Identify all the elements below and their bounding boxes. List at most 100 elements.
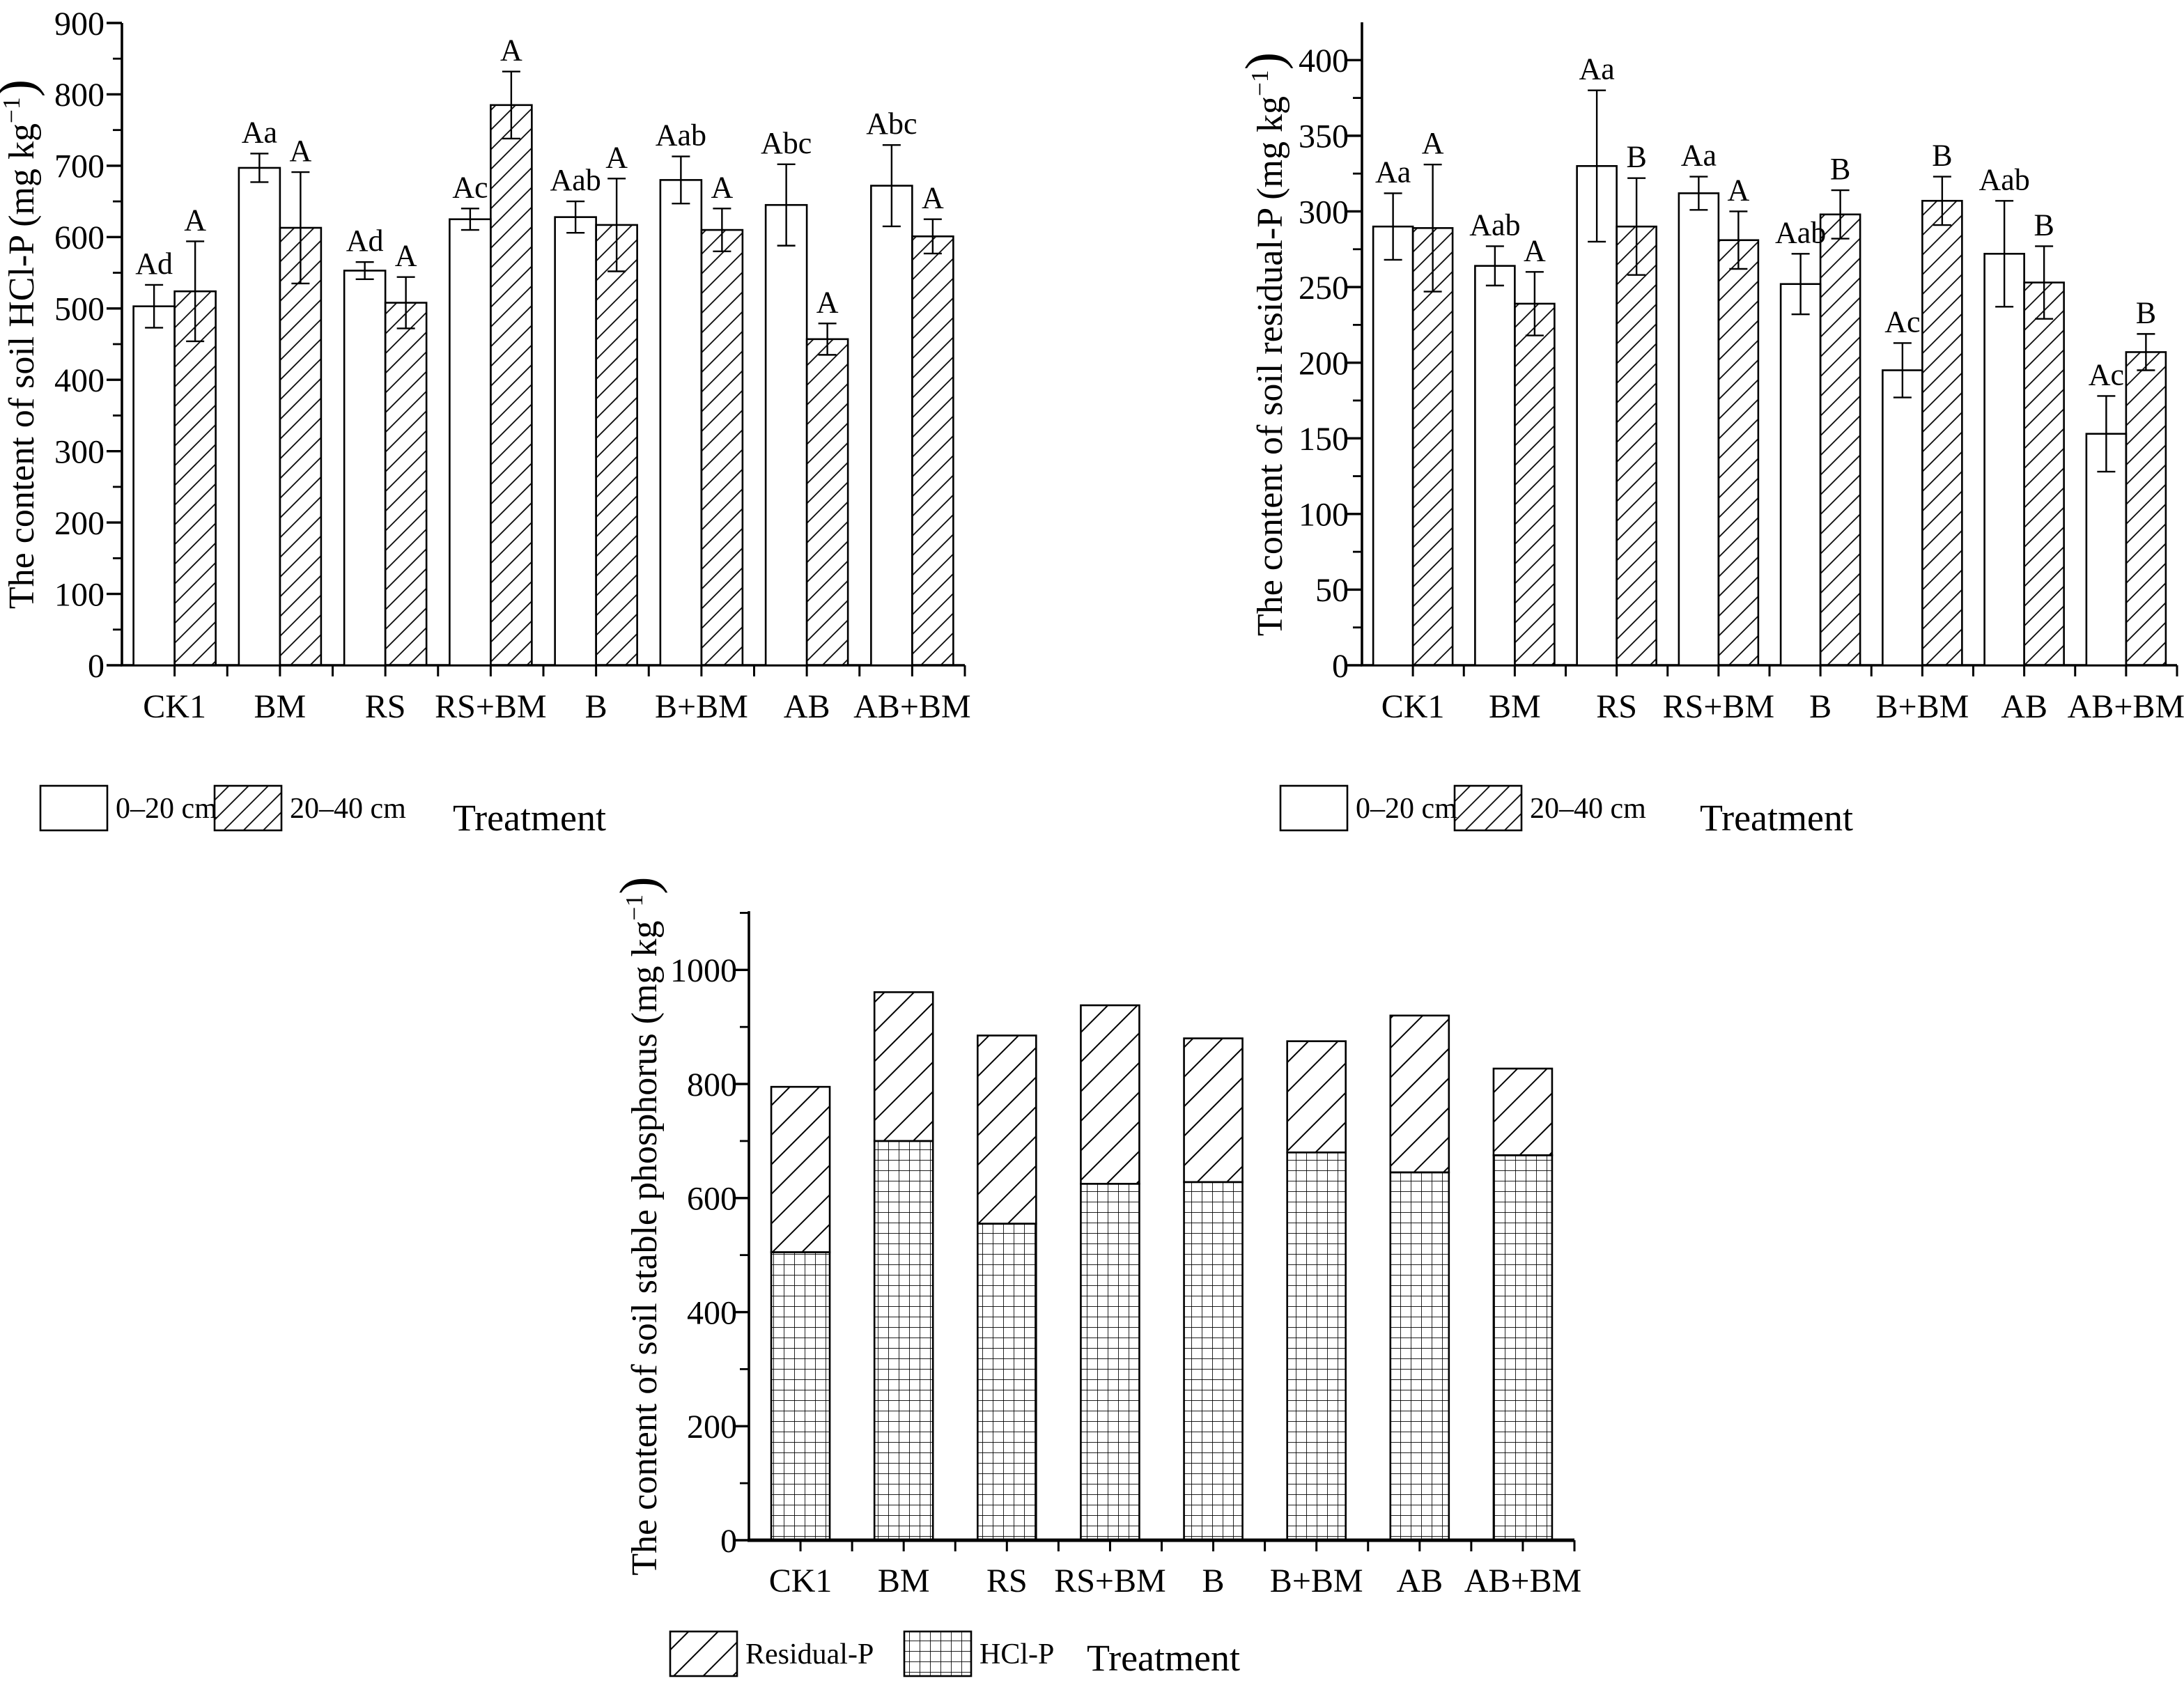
y-axis-title-text: ): [0, 79, 45, 97]
legend-swatch-first: [39, 784, 109, 832]
stack-segment-CK1-residual-p: [770, 1085, 831, 1253]
significance-letter: A: [1524, 233, 1546, 268]
bar-BM-0-20cm: [238, 166, 281, 667]
y-tick-label: 200: [54, 505, 104, 542]
stack-segment-B+BM-residual-p: [1286, 1040, 1347, 1154]
category-label: AB+BM: [853, 688, 970, 725]
significance-letter: A: [289, 134, 311, 168]
y-tick-label: 700: [54, 148, 104, 185]
y-tick-label: 800: [687, 1067, 737, 1103]
bar-BM-0-20cm: [1474, 265, 1516, 667]
significance-letter: Aa: [1375, 155, 1411, 189]
legend-label: 20–40 cm: [290, 793, 406, 825]
bar-B+BM-0-20cm: [659, 179, 703, 667]
significance-letter: B: [1626, 140, 1646, 174]
y-tick-label: 150: [1299, 421, 1349, 458]
y-axis-title-text: The content of soil stable phosphorus (m…: [625, 920, 665, 1575]
error-bars: [1384, 89, 2155, 473]
bar-AB-20-40cm: [2023, 281, 2065, 667]
significance-letter: B: [1932, 139, 1952, 173]
y-tick-label: 400: [1299, 42, 1349, 79]
bar-AB+BM-0-20cm: [870, 185, 913, 667]
category-label: AB+BM: [1464, 1563, 1581, 1599]
stack-segment-AB-residual-p: [1389, 1014, 1450, 1174]
y-tick-label: 0: [1332, 648, 1349, 685]
bar-RS+BM-0-20cm: [1678, 192, 1720, 667]
axes: 0 50 100 150 200 250 300 350 400 CK1 BM RS RS+BM B B+B…: [1299, 22, 2184, 725]
significance-letter: A: [500, 33, 522, 68]
y-tick-label: 250: [1299, 270, 1349, 307]
significance-letter: A: [1422, 126, 1444, 160]
bar-RS-20-40cm: [1616, 225, 1657, 667]
significance-letters: Aa Aab Aa Aa Aab Ac Aab Ac A A B A B B B B: [1375, 52, 2156, 392]
stack-segment-BM-residual-p: [873, 991, 934, 1142]
significance-letter: Aab: [656, 118, 706, 153]
category-label: BM: [878, 1563, 930, 1599]
stack-segment-RS-hcl-p: [977, 1223, 1037, 1542]
y-axis-title: The content of soil HCl-P (mg kg−1): [0, 79, 45, 609]
category-label: RS+BM: [1663, 688, 1774, 725]
significance-letter: A: [184, 203, 206, 237]
significance-letter: A: [395, 239, 417, 273]
bar-B-20-40cm: [1819, 213, 1861, 667]
stack-segment-AB-hcl-p: [1389, 1171, 1450, 1542]
bar-B-20-40cm: [595, 224, 638, 667]
significance-letter: B: [2034, 208, 2054, 242]
y-tick-label: 600: [687, 1181, 737, 1218]
y-axis-title: The content of soil residual-P (mg kg−1): [1234, 52, 1294, 636]
y-axis-title-text: The content of soil HCl-P (mg kg: [2, 123, 42, 609]
chart-hcl-p: 0 100 200 300 400 500 600 700 800 900 CK1 BM RS RS+BM…: [0, 6, 971, 839]
y-tick-label: 100: [1299, 497, 1349, 534]
bar-AB+BM-20-40cm: [2125, 351, 2167, 667]
category-label: AB+BM: [2068, 688, 2184, 725]
bar-RS+BM-20-40cm: [1717, 239, 1760, 667]
y-tick-label: 0: [88, 648, 104, 685]
legend-swatch-second: [1453, 784, 1523, 832]
significance-letter: A: [816, 285, 839, 319]
bar-AB-0-20cm: [1983, 252, 2025, 667]
bar-B+BM-0-20cm: [1882, 369, 1923, 667]
category-label: B: [585, 688, 607, 725]
category-label: B+BM: [1875, 688, 1969, 725]
stack-segment-B-hcl-p: [1183, 1181, 1244, 1542]
legend: Residual-P HCl-P: [669, 1630, 1054, 1677]
legend-label: HCl-P: [979, 1638, 1054, 1670]
category-label: RS+BM: [1054, 1563, 1165, 1599]
legend-swatch-second: [903, 1630, 973, 1677]
stack-segment-B-residual-p: [1183, 1037, 1244, 1184]
category-label: CK1: [769, 1563, 832, 1599]
category-label: AB: [784, 688, 830, 725]
category-label: RS+BM: [435, 688, 546, 725]
category-label: BM: [1489, 688, 1541, 725]
significance-letter: Ad: [346, 224, 384, 258]
category-label: RS: [1596, 688, 1637, 725]
significance-letter: Ac: [2089, 357, 2124, 392]
bar-BM-20-40cm: [1514, 302, 1556, 667]
bar-RS-20-40cm: [384, 302, 428, 667]
bar-RS-0-20cm: [343, 270, 387, 667]
y-tick-label: 800: [54, 77, 104, 114]
y-tick-label: 600: [54, 219, 104, 256]
legend-swatch-first: [1279, 784, 1349, 832]
y-axis-title: The content of soil stable phosphorus (m…: [609, 876, 668, 1575]
y-tick-label: 400: [54, 362, 104, 399]
bar-AB-20-40cm: [805, 338, 849, 667]
category-label: RS: [986, 1563, 1028, 1599]
category-label: B: [1202, 1563, 1225, 1599]
significance-letter: Aa: [1681, 139, 1717, 173]
y-tick-label: 200: [687, 1409, 737, 1445]
y-tick-label: 0: [720, 1523, 737, 1560]
legend-label: 20–40 cm: [1530, 793, 1646, 825]
y-tick-label: 100: [54, 576, 104, 613]
x-axis-title: Treatment: [453, 797, 606, 839]
y-tick-label: 350: [1299, 118, 1349, 155]
significance-letter: Ac: [1884, 304, 1920, 339]
category-label: B+BM: [1270, 1563, 1363, 1599]
significance-letter: Aa: [242, 115, 277, 149]
significance-letter: Ad: [135, 247, 173, 281]
significance-letters: Ad Aa Ad Ac Aab Aab Abc Abc A A A A A A A A: [135, 33, 944, 320]
significance-letter: A: [605, 140, 628, 174]
y-axis-title-superscript: −1: [0, 97, 25, 123]
